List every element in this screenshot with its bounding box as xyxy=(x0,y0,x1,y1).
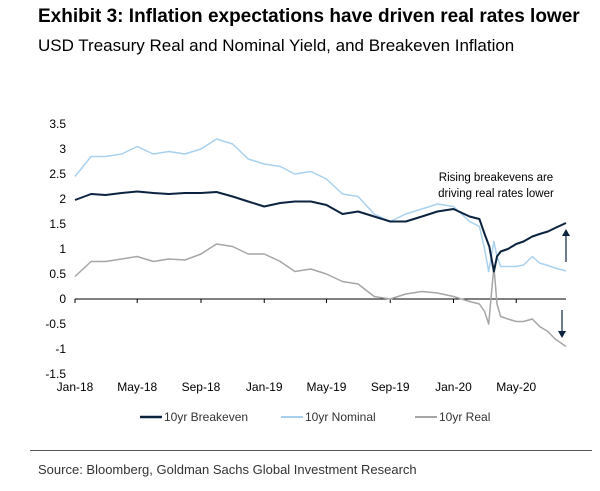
y-tick-label: -1 xyxy=(55,342,66,356)
exhibit-subtitle: USD Treasury Real and Nominal Yield, and… xyxy=(38,36,515,55)
legend-label: 10yr Breakeven xyxy=(164,410,248,424)
y-tick-label: -1.5 xyxy=(45,367,66,381)
y-tick-label: 0.5 xyxy=(49,267,66,281)
x-tick-label: May-20 xyxy=(496,380,536,394)
y-tick-label: 3 xyxy=(59,142,66,156)
annotation: Rising breakevens are driving real rates … xyxy=(438,172,554,200)
annotation-arrows xyxy=(558,229,570,338)
y-tick-label: 0 xyxy=(59,292,66,306)
x-tick-label: Sep-19 xyxy=(371,380,410,394)
annotation-text-line: Rising breakevens are xyxy=(439,172,553,184)
series-lines xyxy=(74,138,567,348)
y-tick-label: 2 xyxy=(59,192,66,206)
y-tick-label: 3.5 xyxy=(49,117,66,131)
x-tick-label: May-19 xyxy=(306,380,346,394)
x-tick-label: Jan-18 xyxy=(57,380,94,394)
x-axis: Jan-18 May-18 Sep-18 Jan-19 May-19 Sep-19 Jan-… xyxy=(57,299,537,394)
series-line-10yr-real xyxy=(74,243,567,348)
y-tick-label: 1.5 xyxy=(49,217,66,231)
source-note: Source: Bloomberg, Goldman Sachs Global … xyxy=(38,462,417,477)
y-tick-label: 1 xyxy=(59,242,66,256)
annotation-text-line: driving real rates lower xyxy=(438,188,554,200)
legend-label: 10yr Real xyxy=(439,410,490,424)
source-divider xyxy=(30,450,592,451)
series-line-10yr-nominal xyxy=(74,138,567,273)
x-tick-label: Jan-19 xyxy=(246,380,283,394)
y-tick-label: 2.5 xyxy=(49,167,66,181)
y-axis: 3.5 3 2.5 2 1.5 1 0.5 0 -0.5 -1 -1.5 xyxy=(45,117,66,381)
exhibit-title: Exhibit 3: Inflation expectations have d… xyxy=(38,6,580,27)
x-tick-label: Sep-18 xyxy=(182,380,221,394)
legend-label: 10yr Nominal xyxy=(305,410,376,424)
line-chart: 3.5 3 2.5 2 1.5 1 0.5 0 -0.5 -1 -1.5 Jan-18 May-18 S… xyxy=(45,117,570,424)
legend: 10yr Breakeven 10yr Nominal 10yr Real xyxy=(140,410,490,424)
x-tick-label: Jan-20 xyxy=(435,380,472,394)
series-line-10yr-breakeven xyxy=(74,190,567,273)
y-tick-label: -0.5 xyxy=(45,317,66,331)
x-tick-label: May-18 xyxy=(117,380,157,394)
up-arrow-head xyxy=(562,229,570,236)
down-arrow-head xyxy=(558,331,566,338)
